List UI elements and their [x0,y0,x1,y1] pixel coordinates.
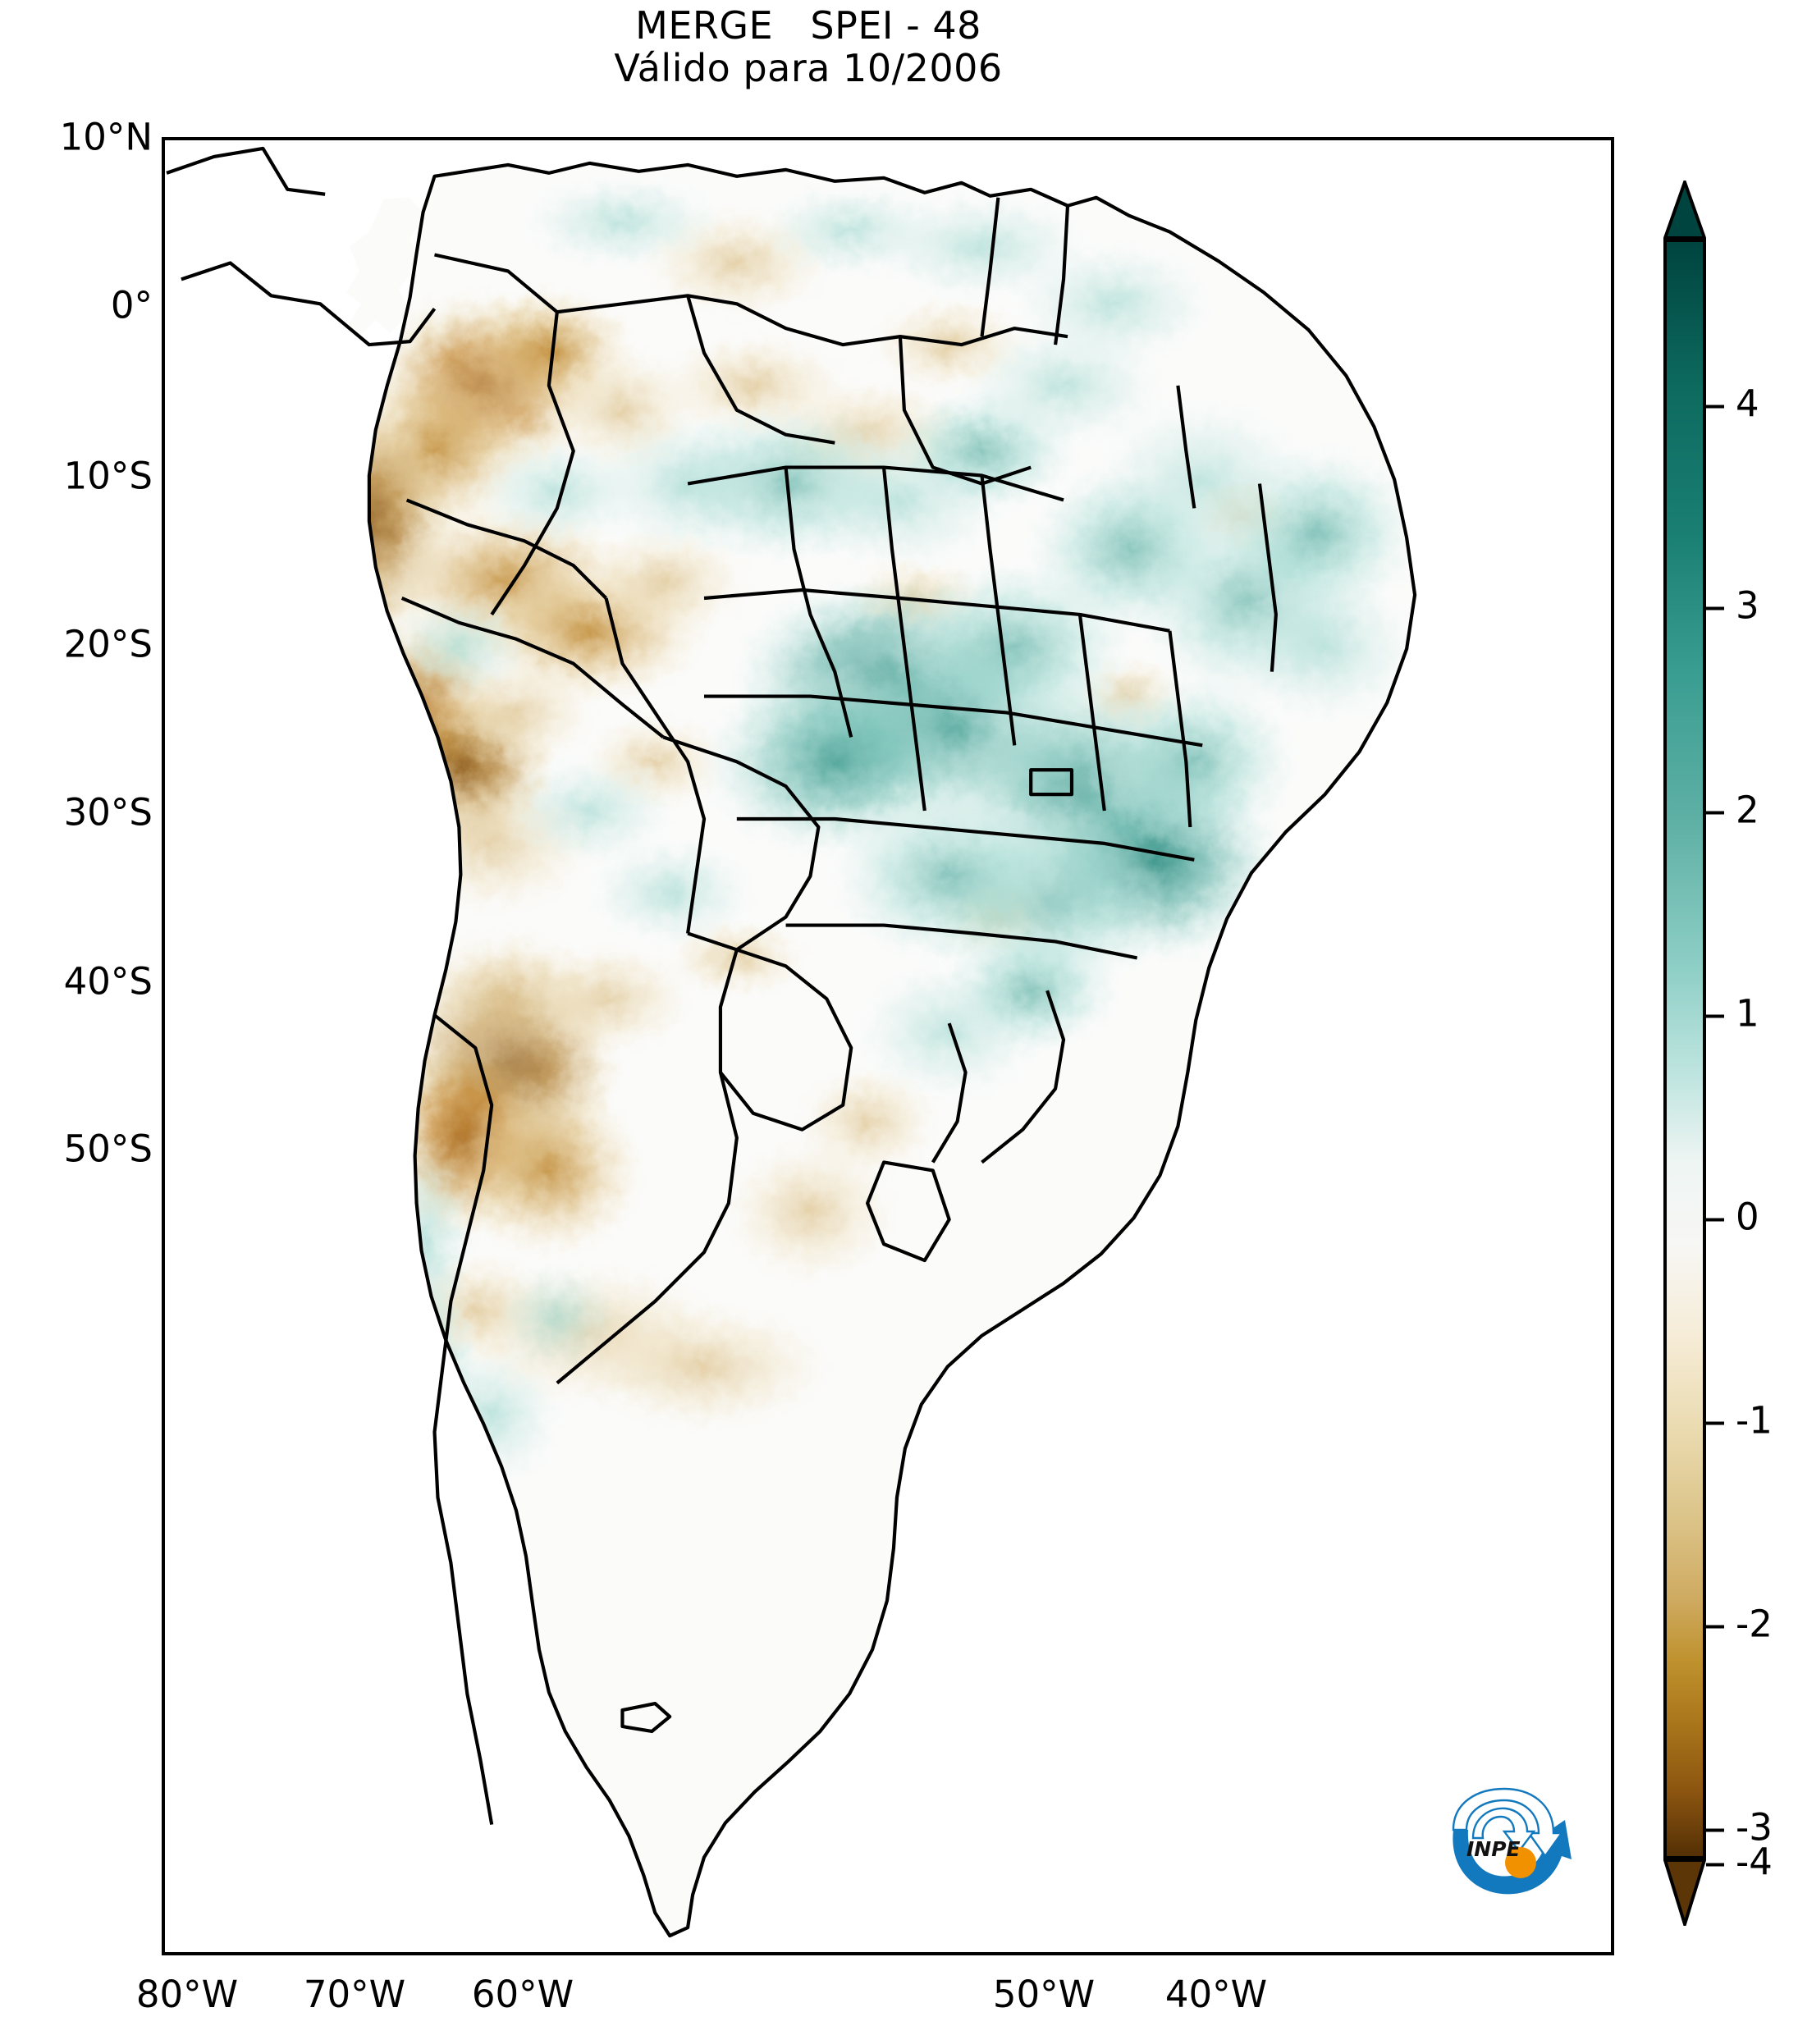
xtick-label-70w: 70°W [303,1973,406,2016]
ytick-label-30s: 30°S [63,790,153,835]
colorbar-tick-3: 3 [1706,584,1759,628]
colorbar-tick-m2: -2 [1706,1603,1773,1646]
ytick-label-20s: 20°S [63,622,153,666]
xtick-label-40w: 40°W [1164,1973,1268,2016]
colorbar-tick-m3-label: -3 [1736,1805,1773,1850]
colorbar-tick-m1: -1 [1706,1399,1773,1443]
ytick-label-50s: 50°S [63,1127,153,1171]
page-title: MERGE SPEI - 48 [635,3,981,48]
colorbar[interactable]: 4 3 2 1 0 -1 -2 -3 -4 [1663,137,1798,1955]
ytick-label-0: 0° [110,283,153,327]
ytick-label-40s: 40°S [63,959,153,1004]
ytick-label-10n: 10°N [59,115,153,159]
xtick-label-50w: 50°W [992,1973,1096,2016]
colorbar-tick-1: 1 [1706,992,1759,1036]
colorbar-tick-0-label: 0 [1736,1195,1759,1239]
colorbar-tick-m2-label: -2 [1736,1602,1773,1646]
colorbar-tick-4: 4 [1706,382,1759,426]
xtick-label-60w: 60°W [471,1973,574,2016]
logo-outer-arc [1452,1787,1564,1859]
colorbar-tick-0: 0 [1706,1196,1759,1239]
country-borders [166,146,1417,1938]
colorbar-tick-m1-label: -1 [1736,1398,1773,1443]
colorbar-extend-min-arrow [1663,1859,1706,1926]
colorbar-extend-max-arrow [1663,181,1706,240]
colorbar-tick-3-label: 3 [1736,583,1759,628]
colorbar-tick-m3: -3 [1706,1806,1773,1850]
logo-orange-circle [1505,1847,1536,1878]
colorbar-tick-m4: -4 [1706,1841,1773,1884]
inpe-logo: INPE [1442,1787,1581,1910]
colorbar-tick-m4-label: -4 [1736,1840,1773,1884]
xtick-label-80w: 80°W [135,1973,239,2016]
colorbar-gradient[interactable] [1663,239,1706,1859]
logo-wordmark: INPE [1466,1837,1521,1861]
title-block: MERGE SPEI - 48 Válido para 10/2006 [0,3,1617,90]
colorbar-tick-2-label: 2 [1736,788,1759,832]
map-plot-area[interactable] [162,137,1614,1955]
colorbar-tick-1-label: 1 [1736,991,1759,1036]
page-subtitle: Válido para 10/2006 [614,45,1003,90]
ytick-label-10s: 10°S [63,454,153,498]
colorbar-tick-2: 2 [1706,789,1759,832]
colorbar-tick-4-label: 4 [1736,382,1759,426]
spei-heatmap [166,146,1417,1938]
inpe-logo-graphic: INPE [1452,1787,1572,1895]
